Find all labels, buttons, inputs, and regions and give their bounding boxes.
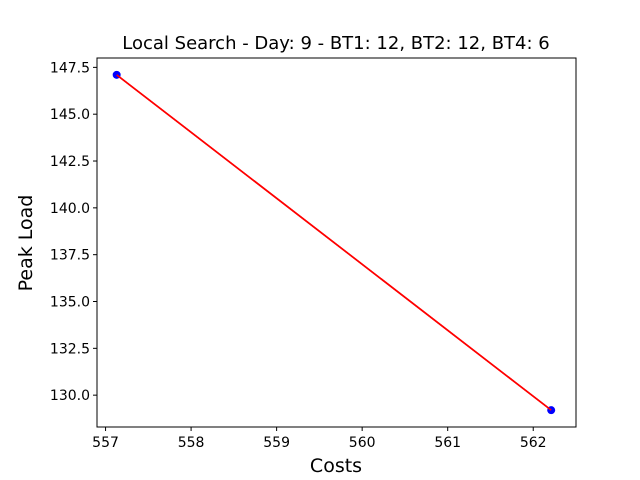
x-axis: 557 558 559 560 561 562	[92, 427, 547, 451]
y-tick-label: 137.5	[50, 248, 90, 264]
chart-title: Local Search - Day: 9 - BT1: 12, BT2: 12…	[122, 33, 549, 54]
x-axis-label: Costs	[310, 455, 362, 477]
y-tick-label: 140.0	[50, 201, 90, 217]
x-tick-label: 562	[520, 435, 547, 451]
y-tick-label: 142.5	[50, 154, 90, 170]
y-axis: 130.0 132.5 135.0 137.5 140.0 142.5 145.0 147.5	[50, 60, 97, 404]
x-tick-label: 561	[434, 435, 461, 451]
plot-frame	[96, 57, 577, 428]
x-tick-label: 560	[349, 435, 376, 451]
y-tick-label: 135.0	[50, 295, 90, 311]
y-tick-label: 132.5	[50, 341, 90, 357]
y-axis-label: Peak Load	[15, 195, 37, 292]
y-tick-label: 147.5	[50, 60, 90, 76]
x-tick-label: 557	[92, 435, 119, 451]
plot-marks	[112, 70, 556, 415]
x-tick-label: 559	[263, 435, 290, 451]
series-line-segment	[116, 74, 552, 411]
y-tick-label: 130.0	[50, 388, 90, 404]
x-tick-label: 558	[178, 435, 205, 451]
y-tick-label: 145.0	[50, 107, 90, 123]
